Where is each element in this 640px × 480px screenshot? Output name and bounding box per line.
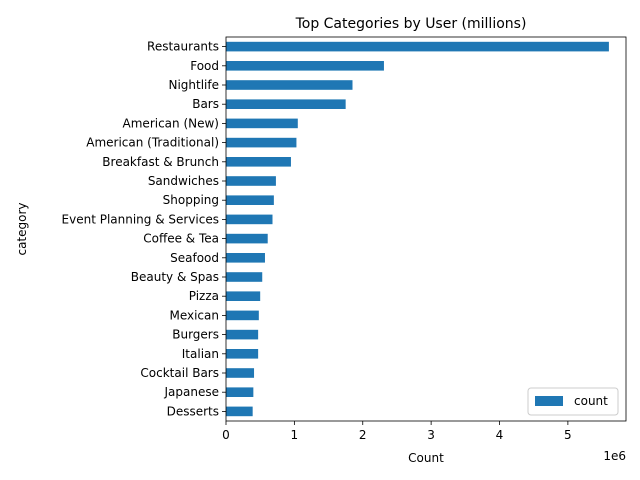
chart-title: Top Categories by User (millions) — [295, 16, 527, 32]
bar — [226, 387, 254, 397]
bar — [226, 176, 276, 186]
plot-frame — [225, 36, 627, 422]
bar — [226, 253, 265, 263]
y-tick-label: Coffee & Tea — [143, 232, 219, 246]
y-tick-label: Desserts — [167, 404, 219, 418]
bar — [226, 61, 384, 71]
y-tick-label: Food — [190, 59, 219, 73]
bar — [226, 157, 291, 167]
legend-frame — [527, 387, 619, 416]
x-tick-label: 0 — [222, 428, 230, 442]
legend-label: count — [574, 394, 608, 408]
y-tick-label: Mexican — [169, 308, 219, 322]
y-tick-label: American (New) — [123, 116, 219, 130]
bar — [226, 329, 259, 340]
y-tick-label: Bars — [192, 97, 219, 111]
legend: count — [527, 387, 619, 416]
bar — [226, 349, 259, 359]
y-tick-label: American (Traditional) — [86, 136, 219, 150]
bar — [226, 406, 253, 417]
y-tick-label: Italian — [182, 347, 219, 361]
bar — [226, 214, 273, 225]
bar — [226, 137, 297, 148]
y-axis: Restaurants Food Nightlife Bars American (Ne… — [62, 40, 226, 418]
legend-swatch — [535, 396, 563, 406]
x-axis-label: Count — [408, 451, 444, 465]
x-axis: 0 1 2 3 4 5 — [222, 421, 572, 442]
x-tick-label: 2 — [359, 428, 367, 442]
y-tick-label: Burgers — [172, 328, 219, 342]
y-tick-label: Event Planning & Services — [62, 212, 219, 226]
x-tick-label: 5 — [564, 428, 572, 442]
x-tick-label: 1 — [291, 428, 299, 442]
bar — [226, 118, 298, 129]
bar — [226, 272, 263, 282]
y-tick-label: Beauty & Spas — [131, 270, 219, 284]
y-tick-label: Seafood — [170, 251, 219, 265]
bar — [226, 99, 346, 109]
y-tick-label: Nightlife — [168, 78, 219, 92]
y-axis-label: category — [15, 202, 29, 255]
y-tick-label: Sandwiches — [148, 174, 219, 188]
y-tick-label: Restaurants — [147, 40, 219, 54]
bar — [226, 310, 259, 321]
x-tick-label: 3 — [427, 428, 435, 442]
x-tick-label: 4 — [496, 428, 504, 442]
bars-group — [226, 41, 609, 417]
bar — [226, 291, 261, 301]
y-tick-label: Japanese — [164, 385, 220, 399]
y-tick-label: Breakfast & Brunch — [102, 155, 219, 169]
bar — [226, 195, 274, 205]
bar — [226, 233, 268, 244]
x-axis-offset-label: 1e6 — [603, 449, 626, 463]
y-tick-label: Shopping — [163, 193, 219, 207]
y-tick-label: Pizza — [189, 289, 219, 303]
bar — [226, 41, 609, 52]
bar — [226, 80, 353, 90]
bar — [226, 368, 255, 378]
y-tick-label: Cocktail Bars — [140, 366, 219, 380]
